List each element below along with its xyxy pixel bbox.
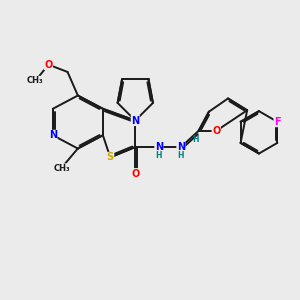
Text: N: N [131,116,139,126]
Text: O: O [131,169,140,178]
Text: H: H [156,151,162,160]
Text: S: S [107,152,114,162]
Text: N: N [155,142,163,152]
Text: CH₃: CH₃ [27,76,44,85]
Text: F: F [274,117,281,127]
Text: CH₃: CH₃ [53,164,70,173]
Text: H: H [178,151,184,160]
Text: O: O [212,126,220,136]
Text: O: O [44,60,52,70]
Text: N: N [177,142,185,152]
Text: H: H [192,135,199,144]
Text: N: N [49,130,57,140]
